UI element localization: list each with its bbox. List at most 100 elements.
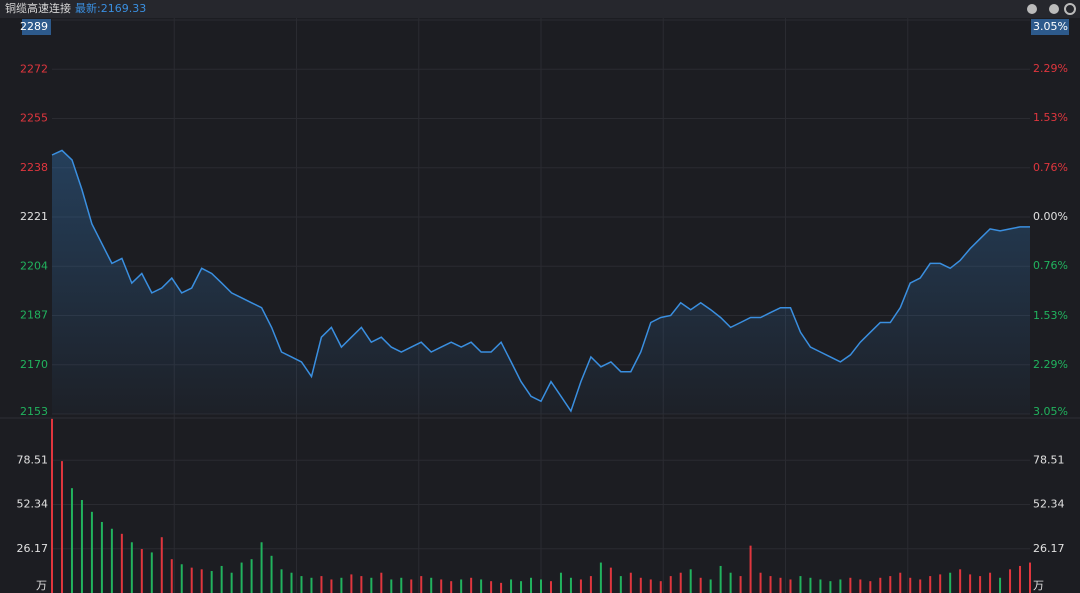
volume-bar [350,574,353,593]
volume-bar [909,577,912,593]
sub-icon[interactable] [1049,4,1059,14]
volume-tick-label-right: 78.51 [1033,453,1065,466]
volume-bar [310,577,313,593]
volume-bar [120,533,123,593]
volume-bar [190,567,193,593]
volume-bar [150,552,153,593]
volume-bar [819,579,822,593]
volume-bar [749,545,752,593]
volume-bar [460,579,463,593]
volume-bar [210,571,213,593]
volume-bar [549,581,552,593]
volume-bar [520,581,523,593]
tick-highlight [1031,19,1069,35]
volume-bar [450,581,453,593]
volume-bar [260,542,263,593]
volume-bar [919,579,922,593]
volume-bar [380,572,383,593]
volume-bar [230,572,233,593]
volume-tick-label-right: 26.17 [1033,542,1065,555]
volume-bar [969,574,972,593]
volume-bar [240,562,243,593]
volume-bar [490,581,493,593]
volume-tick-label: 52.34 [17,498,49,511]
y-tick-label: 2204 [20,259,48,272]
volume-bar [649,579,652,593]
volume-bar [949,572,952,593]
chart-title: 铜缆高速连接 [5,1,71,15]
volume-bar [320,576,323,593]
volume-bar [879,577,882,593]
volume-bar [390,579,393,593]
y-tick-label: 2170 [20,358,48,371]
volume-bar [170,559,173,593]
volume-bar [759,572,762,593]
volume-bar [989,572,992,593]
volume-bar [769,576,772,593]
add-icon[interactable] [1027,4,1037,14]
y2-tick-label: 2.29% [1033,62,1068,75]
volume-bar [1009,569,1012,593]
y2-tick-label: 3.05% [1033,20,1068,33]
volume-bar [939,574,942,593]
volume-bar [899,572,902,593]
volume-bar [280,569,283,593]
volume-bar [729,572,732,593]
y-tick-label: 2187 [20,309,48,322]
volume-bar [739,576,742,593]
y-tick-label: 2255 [20,112,48,125]
y2-tick-label: 1.53% [1033,309,1068,322]
volume-bar [689,569,692,593]
volume-bar [829,581,832,593]
volume-bar [360,576,363,593]
volume-bar [929,576,932,593]
settings-icon[interactable] [1064,3,1076,15]
volume-bar [250,559,253,593]
volume-bar [400,577,403,593]
volume-bar [619,576,622,593]
y-tick-label: 2153 [20,405,48,418]
volume-bar [999,577,1002,593]
volume-bar [130,542,133,593]
volume-bar [420,576,423,593]
price-area [52,150,1030,414]
volume-tick-label-right: 52.34 [1033,498,1065,511]
volume-bar [340,577,343,593]
volume-bar [629,572,632,593]
volume-bar [80,500,83,593]
volume-bar [530,577,533,593]
volume-bar [330,579,333,593]
tick-highlight [22,19,51,35]
volume-bar [599,562,602,593]
latest-price: 最新:2169.33 [75,1,146,15]
volume-bar [290,572,293,593]
volume-bar [470,577,473,593]
volume-bar [869,581,872,593]
y2-tick-label: 1.53% [1033,111,1068,124]
volume-unit-right: 万 [1033,579,1044,592]
volume-bar [160,537,163,593]
volume-bar [709,579,712,593]
volume-bar [1029,562,1031,593]
y2-tick-label: 3.05% [1033,405,1068,418]
volume-bar [559,572,562,593]
volume-bar [889,576,892,593]
volume-bar [699,577,702,593]
y2-tick-label: 0.00% [1033,210,1068,223]
volume-bar [140,549,143,593]
volume-bar [500,582,503,593]
volume-bar [410,579,413,593]
volume-bar [659,581,662,593]
volume-bar [180,564,183,593]
volume-bar [569,577,572,593]
y2-tick-label: 2.29% [1033,358,1068,371]
volume-bar [669,576,672,593]
y2-tick-label: 0.76% [1033,259,1068,272]
volume-bar [510,579,513,593]
volume-bar [589,576,592,593]
volume-bar [789,579,792,593]
volume-bar [719,565,722,593]
volume-bar [859,579,862,593]
y2-tick-label: 0.76% [1033,161,1068,174]
